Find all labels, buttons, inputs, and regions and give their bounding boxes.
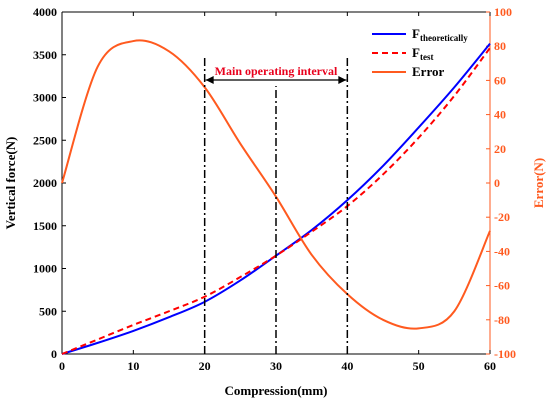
x-tick-label: 50 [413,359,425,373]
legend-label-main: Error [412,64,444,79]
y2-tick-label: 40 [494,108,506,122]
y2-tick-label: -20 [494,210,510,224]
legend-label: Ftheoretically [412,26,468,43]
x-axis-label: Compression(mm) [224,383,327,398]
interval-annotation: Main operating interval [215,64,338,78]
y-tick-label: 1500 [33,219,57,233]
y2-tick-label: 80 [494,39,506,53]
x-tick-label: 40 [341,359,353,373]
y2-tick-label: 100 [494,5,512,19]
interval-arrow-right-head [338,76,347,84]
x-tick-label: 0 [59,359,65,373]
interval-arrow-left-head [205,76,214,84]
axes: 0 10 20 30 40 50 60050010001500200025003000350… [33,5,516,373]
legend-label-main: F [412,26,420,41]
y2-tick-label: -80 [494,313,510,327]
y2-tick-label: -100 [494,347,516,361]
y2-tick-label: -60 [494,279,510,293]
series-line-error [61,39,491,330]
y-tick-label: 3500 [33,48,57,62]
legend-label: Ftest [412,45,433,62]
legend-label-main: F [412,45,420,60]
chart-marks: Main operating interval [61,39,491,355]
x-tick-label: 10 [127,359,139,373]
series-line-f-test [61,47,491,355]
y-tick-label: 2500 [33,133,57,147]
y-tick-label: 4000 [33,5,57,19]
y-tick-label: 2000 [33,176,57,190]
x-tick-label: 30 [270,359,282,373]
y-tick-label: 1000 [33,262,57,276]
x-tick-label: 60 [484,359,496,373]
y2-tick-label: 20 [494,142,506,156]
y-tick-label: 500 [39,304,57,318]
legend-label-sub: theoretically [420,33,468,43]
y2-axis-label: Error(N) [531,158,546,208]
legend-label: Error [412,64,444,79]
x-tick-label: 20 [199,359,211,373]
legend-label-sub: test [420,52,434,62]
y2-tick-label: -40 [494,244,510,258]
y-tick-label: 0 [51,347,57,361]
y2-tick-label: 0 [494,176,500,190]
y2-tick-label: 60 [494,73,506,87]
y-axis-label: Vertical force(N) [3,137,18,230]
y-tick-label: 3000 [33,91,57,105]
